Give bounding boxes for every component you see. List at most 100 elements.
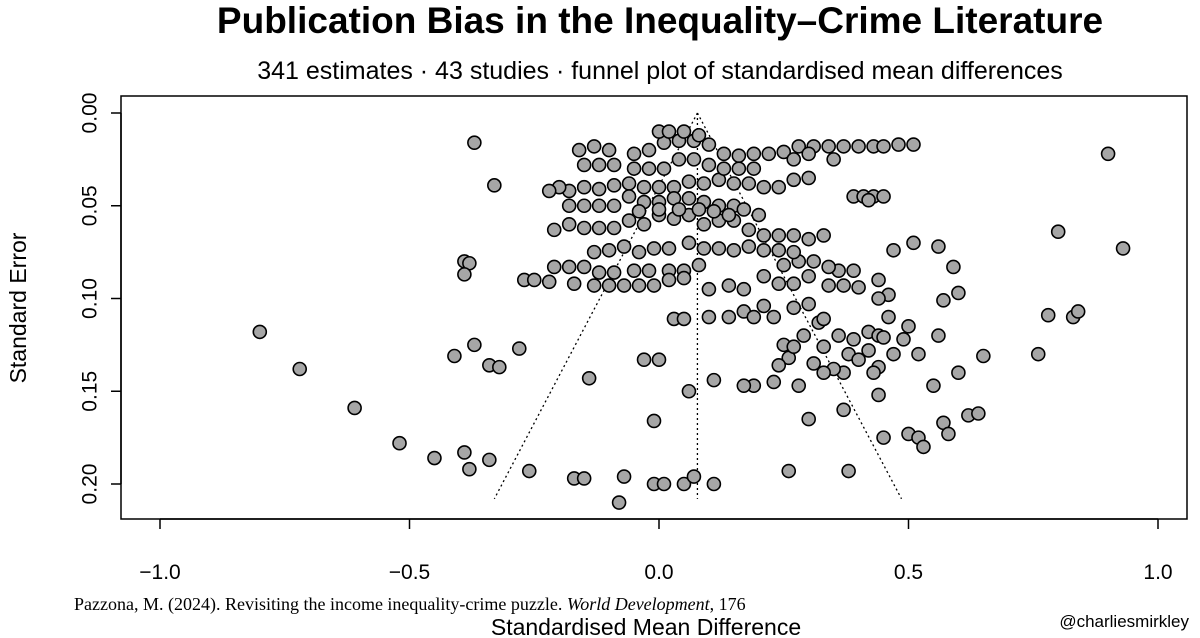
data-point: [741, 239, 757, 254]
data-point: [681, 174, 697, 189]
y-tick-label: 0.10: [79, 278, 102, 319]
data-point: [876, 139, 891, 154]
data-point: [457, 445, 472, 460]
data-point: [826, 152, 841, 167]
data-point: [701, 281, 717, 297]
data-point: [876, 189, 891, 204]
data-point: [756, 179, 772, 195]
data-point: [586, 139, 602, 154]
data-point: [1050, 224, 1066, 240]
data-point: [746, 161, 762, 176]
data-point: [546, 222, 562, 238]
data-point: [771, 357, 787, 373]
data-point: [546, 259, 562, 275]
x-tick-label: 0.5: [894, 561, 923, 584]
data-point: [1115, 241, 1131, 256]
data-point: [616, 278, 632, 293]
data-point: [606, 178, 622, 193]
data-point: [851, 280, 866, 295]
plot-frame: [120, 95, 1188, 520]
y-tick-label: 0.20: [79, 464, 102, 505]
data-point: [606, 198, 622, 214]
data-point: [786, 339, 802, 355]
data-point: [561, 259, 577, 275]
data-point: [766, 309, 782, 325]
data-point: [946, 259, 961, 275]
data-point: [841, 463, 856, 479]
source-citation: Pazzona, M. (2024). Revisiting the incom…: [74, 594, 746, 615]
data-point: [886, 346, 901, 362]
x-tick-label: −0.5: [389, 561, 430, 584]
data-point: [706, 372, 722, 388]
data-point: [721, 309, 737, 325]
x-tick-label: −1.0: [139, 561, 180, 584]
data-point: [591, 220, 607, 236]
data-point: [467, 337, 482, 353]
data-point: [1030, 346, 1046, 362]
data-point: [951, 365, 966, 381]
data-point: [626, 146, 642, 162]
data-point: [851, 352, 866, 368]
data-point: [482, 452, 497, 468]
data-point: [861, 343, 876, 358]
data-point: [641, 142, 657, 158]
data-point: [976, 348, 991, 364]
data-point: [731, 148, 747, 163]
data-point: [457, 267, 472, 282]
data-point: [816, 339, 831, 355]
data-point: [771, 276, 787, 291]
data-point: [576, 259, 592, 275]
data-point: [821, 139, 836, 154]
data-point: [651, 202, 667, 217]
data-point: [511, 341, 527, 356]
data-point: [661, 124, 677, 139]
data-point: [621, 189, 637, 204]
data-point: [611, 495, 627, 510]
data-point: [781, 463, 797, 479]
data-point: [691, 127, 707, 143]
data-point: [561, 198, 577, 214]
data-point: [601, 278, 617, 293]
data-point: [636, 179, 652, 195]
data-point: [791, 139, 807, 154]
data-point: [846, 332, 861, 347]
data-point: [751, 207, 767, 223]
data-point: [791, 378, 807, 393]
data-point: [706, 476, 722, 492]
data-point: [821, 259, 836, 275]
data-point: [581, 370, 597, 386]
data-point: [741, 222, 757, 238]
data-point: [771, 228, 787, 243]
data-point: [616, 239, 632, 254]
data-point: [691, 202, 707, 217]
data-point: [741, 176, 757, 191]
data-point: [646, 278, 662, 293]
data-point: [726, 176, 742, 191]
data-point: [786, 244, 802, 260]
chart-title: Publication Bias in the Inequality–Crime…: [217, 0, 1103, 41]
y-tick-label: 0.15: [79, 371, 102, 412]
data-point: [676, 270, 692, 286]
data-point: [641, 263, 657, 278]
citation-volume: , 176: [710, 594, 746, 614]
data-point: [736, 378, 752, 393]
data-point: [686, 152, 702, 167]
data-point: [591, 157, 607, 173]
data-point: [392, 435, 407, 451]
y-axis-label: Standard Error: [5, 232, 31, 383]
data-point: [846, 263, 861, 278]
data-point: [1070, 304, 1086, 319]
data-point: [641, 161, 657, 176]
data-point: [576, 157, 592, 173]
data-point: [671, 202, 687, 217]
data-point: [571, 142, 587, 158]
data-point: [931, 328, 946, 343]
data-point: [676, 311, 692, 327]
data-point: [706, 204, 722, 219]
data-point: [876, 430, 891, 445]
data-point: [646, 241, 662, 256]
data-point: [591, 198, 607, 214]
data-point: [836, 278, 851, 293]
data-point: [851, 139, 866, 154]
data-point: [606, 220, 622, 236]
